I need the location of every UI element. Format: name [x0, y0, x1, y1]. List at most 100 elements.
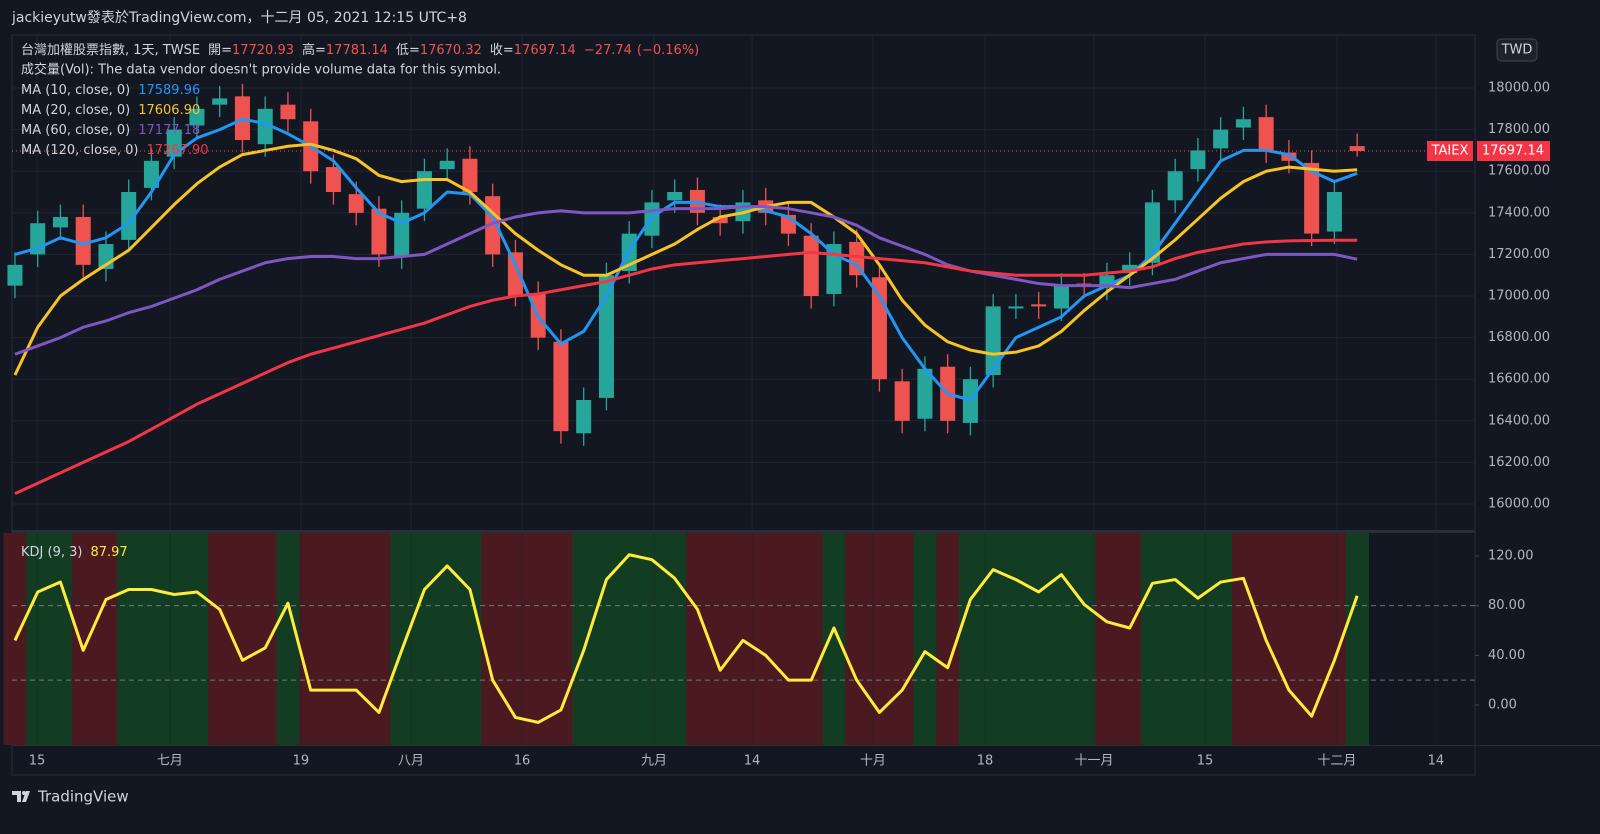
kdj-band: [1186, 533, 1210, 745]
candle-body: [1122, 264, 1138, 274]
symbol-title: 台灣加權股票指數, 1天, TWSE: [21, 43, 200, 58]
ma-name: MA (60, close, 0): [21, 123, 130, 138]
kdj-title: KDJ (9, 3): [21, 545, 82, 560]
y-tick-label: 16000.00: [1488, 497, 1550, 512]
candle-body: [803, 235, 819, 297]
candle-body: [52, 216, 68, 228]
ma-value: 17589.96: [138, 83, 200, 98]
y-tick-label: 40.00: [1488, 648, 1525, 663]
candle-body: [1167, 171, 1183, 201]
candle-body: [325, 167, 341, 193]
ma-value: 17606.90: [138, 103, 200, 118]
candle-body: [416, 171, 432, 209]
kdj-band: [276, 533, 300, 745]
kdj-band: [777, 533, 801, 745]
candle-body: [280, 104, 296, 120]
kdj-band: [640, 533, 664, 745]
y-tick-label: 17000.00: [1488, 289, 1550, 304]
kdj-band: [208, 533, 232, 745]
x-tick-label: 14: [1428, 754, 1445, 769]
kdj-band: [1027, 533, 1051, 745]
kdj-band: [754, 533, 778, 745]
candle-body: [1053, 285, 1069, 309]
kdj-band: [49, 533, 73, 745]
y-tick-label: 16600.00: [1488, 372, 1550, 387]
ma-line: [14, 238, 1358, 495]
kdj-band: [1050, 533, 1074, 745]
kdj-band: [663, 533, 687, 745]
kdj-band: [1004, 533, 1028, 745]
kdj-band: [890, 533, 915, 745]
kdj-band: [1232, 533, 1256, 745]
kdj-band: [140, 533, 164, 745]
y-tick-label: 16200.00: [1488, 455, 1550, 470]
kdj-band: [162, 533, 187, 745]
candle-body: [553, 341, 569, 432]
candle-body: [1190, 150, 1206, 170]
candle-body: [871, 277, 887, 380]
kdj-band: [504, 533, 528, 745]
candle-body: [189, 108, 205, 126]
kdj-band: [526, 533, 551, 745]
kdj-band: [299, 533, 323, 745]
candle-body: [439, 160, 455, 170]
x-tick-label: 15: [29, 754, 46, 769]
kdj-band: [435, 533, 460, 745]
candle-body: [667, 192, 683, 201]
y-tick-label: 18000.00: [1488, 81, 1550, 96]
kdj-band: [458, 533, 482, 745]
kdj-band: [959, 533, 983, 745]
ma-value: 17177.18: [138, 123, 200, 138]
candle-body: [917, 368, 933, 419]
kdj-band: [913, 533, 937, 745]
ohlc-label: 收=: [490, 43, 514, 58]
candle-body: [1213, 129, 1229, 149]
ma-legend: MA (60, close, 0) 17177.18: [21, 123, 200, 138]
kdj-band: [1277, 533, 1301, 745]
candle-body: [576, 400, 592, 434]
ma-line: [14, 205, 1358, 356]
candle-body: [348, 194, 364, 213]
y-tick-label: 17600.00: [1488, 164, 1550, 179]
kdj-band: [936, 533, 960, 745]
kdj-band: [822, 533, 846, 745]
kdj-band: [322, 533, 346, 745]
ma-name: MA (20, close, 0): [21, 103, 130, 118]
candle-body: [7, 264, 23, 286]
kdj-band: [185, 533, 209, 745]
kdj-band: [1163, 533, 1188, 745]
x-tick-label: 九月: [641, 754, 667, 769]
y-tick-label: 17800.00: [1488, 122, 1550, 137]
candle-body: [121, 192, 137, 240]
y-tick-label: 80.00: [1488, 598, 1525, 613]
kdj-band: [231, 533, 255, 745]
ohlc-legend: 台灣加權股票指數, 1天, TWSE 開=17720.93 高=17781.14 低=…: [21, 42, 699, 58]
candle-body: [507, 252, 523, 297]
y-tick-label: 16800.00: [1488, 330, 1550, 345]
kdj-value: 87.97: [90, 545, 127, 560]
ma-line: [13, 142, 1358, 376]
kdj-band: [686, 533, 710, 745]
x-tick-label: 18: [977, 754, 994, 769]
currency-box[interactable]: [1496, 38, 1538, 62]
x-tick-label: 19: [293, 754, 310, 769]
change: −27.74: [584, 43, 632, 58]
logo: [12, 791, 30, 802]
footer-brand: TradingView: [37, 788, 129, 806]
ohlc-label: 高=: [302, 42, 326, 58]
candle-body: [849, 241, 865, 276]
candle-body: [712, 216, 728, 224]
candle-body: [166, 129, 182, 157]
x-tick-label: 16: [514, 754, 531, 769]
kdj-band: [481, 533, 505, 745]
candle-body: [1031, 304, 1047, 307]
ohlc-value: 17720.93: [232, 43, 294, 58]
currency[interactable]: TWD: [1501, 43, 1533, 58]
kdj-line: [13, 553, 1359, 724]
kdj-band: [253, 533, 278, 745]
ohlc-label: 開=: [208, 43, 232, 58]
kdj-band: [71, 533, 96, 745]
kdj-band: [1345, 533, 1370, 745]
ma-legend: MA (10, close, 0) 17589.96: [21, 83, 200, 98]
